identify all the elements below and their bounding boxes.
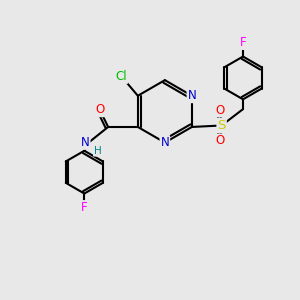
Text: N: N [81,136,90,149]
Text: O: O [215,134,225,147]
Text: O: O [215,103,225,116]
Text: N: N [160,136,169,149]
Text: Cl: Cl [116,70,127,83]
Text: N: N [188,89,196,102]
Text: O: O [95,103,104,116]
Text: F: F [240,36,246,49]
Text: H: H [94,146,102,156]
Text: F: F [81,201,88,214]
Text: S: S [218,119,226,132]
